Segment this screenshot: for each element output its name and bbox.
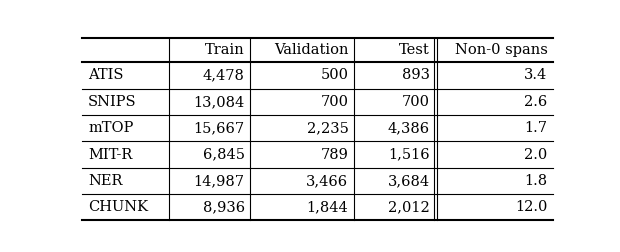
Text: mTOP: mTOP	[88, 121, 133, 135]
Text: 4,386: 4,386	[388, 121, 430, 135]
Text: SNIPS: SNIPS	[88, 95, 136, 109]
Text: 2.0: 2.0	[524, 147, 547, 162]
Text: 12.0: 12.0	[515, 200, 547, 214]
Text: 1.8: 1.8	[525, 174, 547, 188]
Text: ATIS: ATIS	[88, 69, 123, 82]
Text: 2.6: 2.6	[524, 95, 547, 109]
Text: MIT-R: MIT-R	[88, 147, 132, 162]
Text: 3.4: 3.4	[524, 69, 547, 82]
Text: 8,936: 8,936	[203, 200, 245, 214]
Text: Test: Test	[399, 43, 430, 57]
Text: Validation: Validation	[274, 43, 348, 57]
Text: 1,516: 1,516	[388, 147, 430, 162]
Text: Non-0 spans: Non-0 spans	[454, 43, 547, 57]
Text: 15,667: 15,667	[193, 121, 245, 135]
Text: 4,478: 4,478	[203, 69, 245, 82]
Text: 789: 789	[321, 147, 348, 162]
Text: NER: NER	[88, 174, 122, 188]
Text: 14,987: 14,987	[193, 174, 245, 188]
Text: 1.7: 1.7	[525, 121, 547, 135]
Text: 13,084: 13,084	[193, 95, 245, 109]
Text: 700: 700	[402, 95, 430, 109]
Text: Train: Train	[205, 43, 245, 57]
Text: CHUNK: CHUNK	[88, 200, 148, 214]
Text: 893: 893	[402, 69, 430, 82]
Text: 6,845: 6,845	[203, 147, 245, 162]
Text: 2,235: 2,235	[306, 121, 348, 135]
Text: 1,844: 1,844	[307, 200, 348, 214]
Text: 700: 700	[321, 95, 348, 109]
Text: 500: 500	[321, 69, 348, 82]
Text: 3,466: 3,466	[306, 174, 348, 188]
Text: 2,012: 2,012	[388, 200, 430, 214]
Text: 3,684: 3,684	[388, 174, 430, 188]
